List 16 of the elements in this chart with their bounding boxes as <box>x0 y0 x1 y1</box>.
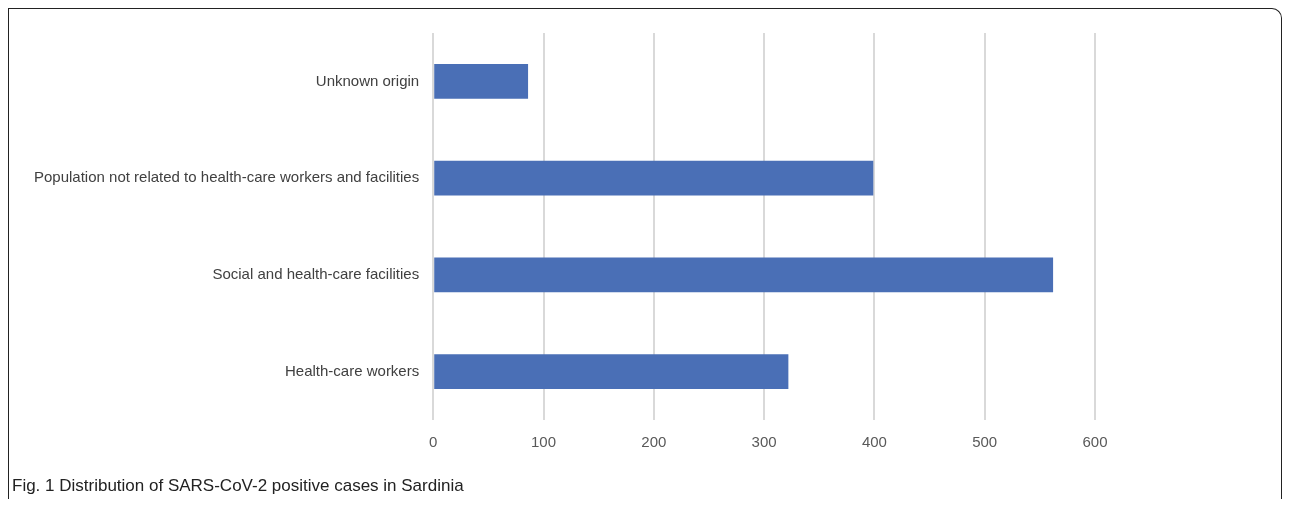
x-tick-label: 0 <box>429 433 438 451</box>
y-tick-label: Unknown origin <box>315 71 420 89</box>
x-tick-label: 500 <box>972 433 998 451</box>
bar <box>434 354 789 390</box>
x-tick-label: 600 <box>1082 433 1108 451</box>
y-tick-label: Population not related to health-care workers and facilities <box>34 168 420 186</box>
y-tick-label: Health-care workers <box>285 361 420 379</box>
y-tick-label: Social and health-care facilities <box>212 265 420 283</box>
bar <box>434 160 874 196</box>
x-tick-label: 300 <box>751 433 777 451</box>
bar <box>434 257 1054 293</box>
bar <box>434 63 529 99</box>
x-tick-label: 200 <box>641 433 667 451</box>
x-tick-label: 400 <box>861 433 887 451</box>
caption: Fig. 1 Distribution of SARS-CoV-2 positive cases in Sardinia <box>12 476 464 496</box>
x-tick-label: 100 <box>531 433 557 451</box>
